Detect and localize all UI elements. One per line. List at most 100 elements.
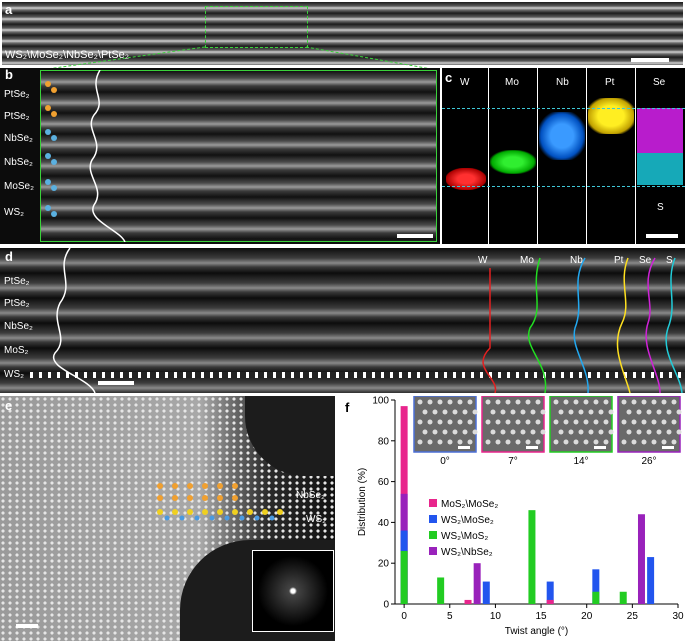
heterostructure-label: WS₂\MoSe₂\NbSe₂\PtSe₂: [5, 49, 130, 61]
inset-scale-bar: [594, 446, 606, 449]
inset-lattice-dot: [671, 439, 677, 445]
inset-lattice-dot: [626, 429, 632, 435]
nb-map: [539, 112, 585, 160]
bar: [546, 599, 554, 604]
e-atom-model: [157, 483, 283, 521]
bar: [619, 591, 627, 604]
zoom-box: [205, 6, 308, 48]
inset-lattice-dot: [608, 409, 614, 415]
inset-lattice-dot: [671, 399, 677, 405]
c-divider-1: [488, 68, 489, 244]
inset-scale-bar: [458, 446, 470, 449]
inset-lattice-dot: [621, 419, 627, 425]
inset-lattice-dot: [558, 429, 564, 435]
inset-lattice-dot: [457, 419, 463, 425]
c-label-se: Se: [653, 77, 666, 88]
inset-lattice-dot: [553, 419, 559, 425]
c-label-s: S: [657, 202, 664, 213]
inset-lattice-dot: [651, 439, 657, 445]
b-layer-5: MoSe₂: [4, 181, 35, 192]
y-axis-label: Distribution (%): [357, 468, 368, 536]
d-profile-label-se: Se: [639, 255, 652, 266]
inset-lattice-dot: [495, 419, 501, 425]
inset-lattice-dot: [535, 439, 541, 445]
twist-angle-chart: 0 20 40 60 80 100 0 5 10 15 20 25 30 Twist angle (°) D…: [357, 396, 684, 637]
inset-lattice-dot: [432, 429, 438, 435]
c-divider-2: [537, 68, 538, 244]
inset-lattice-dot: [437, 399, 443, 405]
scale-bar-a: [631, 58, 669, 62]
inset-lattice-dot: [641, 399, 647, 405]
d-profile-label-w: W: [478, 255, 488, 266]
inset-lattice-dot: [641, 439, 647, 445]
inset-lattice-dot: [467, 439, 473, 445]
inset-lattice-dot: [417, 419, 423, 425]
d-bright-atoms: [30, 372, 685, 378]
inset-lattice-dot: [661, 419, 667, 425]
inset-lattice-dot: [417, 439, 423, 445]
inset-lattice-dot: [530, 429, 536, 435]
x-tick-label: 10: [490, 611, 502, 622]
panel-e-letter: e: [5, 398, 13, 413]
bar: [637, 514, 645, 604]
inset-lattice-dot: [540, 409, 546, 415]
inset-lattice-dot: [593, 399, 599, 405]
inset-lattice-dot: [558, 409, 564, 415]
b-layer-1: PtSe₂: [4, 89, 30, 100]
inset-lattice-dot: [510, 409, 516, 415]
w-map: [446, 168, 486, 190]
mo-map: [490, 150, 536, 174]
scale-bar-d: [98, 381, 134, 385]
bar: [400, 550, 408, 604]
zoom-lines: [39, 46, 438, 71]
inset-lattice-dot: [661, 399, 667, 405]
inset-lattice-dot: [462, 409, 468, 415]
inset-lattice-dot: [636, 429, 642, 435]
inset-lattice-dot: [515, 439, 521, 445]
se-map: [637, 108, 683, 153]
inset-lattice-dot: [467, 399, 473, 405]
panel-f-letter: f: [345, 400, 350, 415]
inset-lattice-dot: [593, 419, 599, 425]
legend-swatch: [429, 547, 437, 555]
x-tick-label: 30: [672, 611, 684, 622]
scale-bar-c: [646, 234, 678, 238]
c-divider-4: [635, 68, 636, 244]
inset-lattice-dot: [603, 439, 609, 445]
inset-lattice-dot: [505, 399, 511, 405]
inset-lattice-dot: [656, 409, 662, 415]
twist-inset-image: [549, 396, 613, 453]
inset-lattice-dot: [646, 429, 652, 435]
inset-lattice-dot: [427, 419, 433, 425]
inset-lattice-dot: [535, 399, 541, 405]
inset-lattice-dot: [631, 399, 637, 405]
d-profile-label-pt: Pt: [614, 255, 624, 266]
c-label-pt: Pt: [605, 77, 615, 88]
panel-a-image: [2, 2, 683, 65]
inset-lattice-dot: [583, 399, 589, 405]
b-layer-6: WS₂: [4, 207, 24, 218]
d-profile-label-s: S: [666, 255, 673, 266]
inset-lattice-dot: [593, 439, 599, 445]
panel-a-letter: a: [5, 2, 13, 17]
c-label-mo: Mo: [505, 77, 519, 88]
inset-lattice-dot: [515, 399, 521, 405]
inset-lattice-dot: [651, 419, 657, 425]
inset-lattice-dot: [500, 429, 506, 435]
y-tick-label: 80: [378, 436, 390, 447]
inset-lattice-dot: [578, 429, 584, 435]
legend-swatch: [429, 499, 437, 507]
inset-lattice-dot: [457, 399, 463, 405]
inset-lattice-dot: [452, 429, 458, 435]
inset-lattice-dot: [553, 439, 559, 445]
x-axis-label: Twist angle (°): [505, 626, 568, 637]
inset-lattice-dot: [457, 439, 463, 445]
inset-lattice-dot: [442, 429, 448, 435]
inset-lattice-dot: [432, 409, 438, 415]
inset-lattice-dot: [608, 429, 614, 435]
inset-lattice-dot: [447, 419, 453, 425]
e-label-ws2: WS₂: [306, 514, 326, 525]
inset-lattice-dot: [515, 419, 521, 425]
fft-inset: [252, 550, 334, 632]
inset-lattice-dot: [462, 429, 468, 435]
